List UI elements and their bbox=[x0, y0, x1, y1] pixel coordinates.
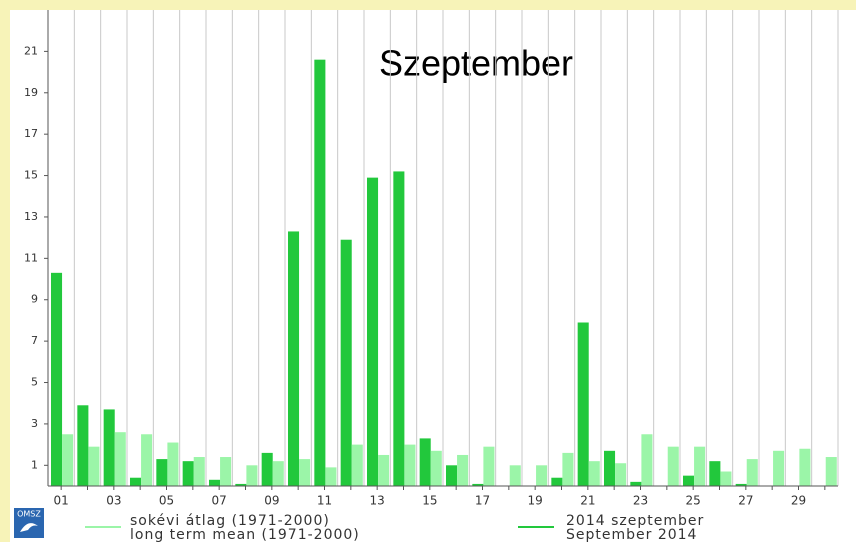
bar bbox=[694, 446, 706, 486]
x-tick-label: 11 bbox=[317, 494, 332, 508]
bar bbox=[562, 452, 574, 486]
bar bbox=[483, 446, 495, 486]
y-tick-label: 3 bbox=[31, 417, 38, 430]
x-tick-label: 01 bbox=[54, 494, 69, 508]
bar bbox=[720, 471, 732, 486]
x-tick-label: 23 bbox=[633, 494, 648, 508]
chart-title: Szeptember bbox=[379, 43, 573, 84]
bar bbox=[103, 409, 115, 486]
bar bbox=[604, 450, 616, 486]
bar bbox=[299, 459, 311, 486]
bar bbox=[235, 483, 247, 486]
bar bbox=[182, 461, 194, 486]
bar bbox=[509, 465, 521, 486]
bar bbox=[735, 483, 747, 486]
bar bbox=[641, 434, 653, 486]
bar bbox=[156, 459, 168, 486]
bar bbox=[472, 483, 484, 486]
bar bbox=[272, 461, 284, 486]
y-tick-label: 5 bbox=[31, 376, 38, 389]
x-tick-label: 15 bbox=[422, 494, 437, 508]
logo-icon bbox=[20, 523, 38, 532]
y-tick-label: 21 bbox=[24, 44, 38, 57]
bar bbox=[209, 479, 221, 486]
bar bbox=[615, 463, 627, 486]
y-tick-label: 13 bbox=[24, 210, 38, 223]
bar bbox=[536, 465, 548, 486]
logo-box bbox=[14, 508, 44, 538]
bar bbox=[114, 432, 126, 486]
bar bbox=[799, 448, 811, 486]
bar bbox=[246, 465, 258, 486]
legend-label: 2014 szeptember bbox=[566, 513, 704, 529]
bar bbox=[577, 322, 589, 486]
bar bbox=[367, 177, 379, 487]
bar bbox=[404, 444, 416, 486]
bar bbox=[288, 231, 300, 486]
x-tick-label: 29 bbox=[791, 494, 806, 508]
x-tick-label: 09 bbox=[264, 494, 279, 508]
bar bbox=[130, 477, 142, 486]
y-tick-label: 15 bbox=[24, 169, 38, 182]
x-tick-label: 19 bbox=[528, 494, 543, 508]
y-tick-label: 19 bbox=[24, 86, 38, 99]
bar bbox=[141, 434, 153, 486]
bar bbox=[351, 444, 363, 486]
x-tick-label: 27 bbox=[738, 494, 753, 508]
bar bbox=[709, 461, 721, 486]
bar bbox=[325, 467, 337, 486]
x-tick-label: 25 bbox=[686, 494, 701, 508]
y-tick-label: 1 bbox=[31, 458, 38, 471]
legend-label: sokévi átlag (1971-2000) bbox=[130, 513, 330, 529]
x-tick-label: 21 bbox=[580, 494, 595, 508]
x-tick-label: 17 bbox=[475, 494, 490, 508]
bar bbox=[393, 171, 405, 486]
y-tick-label: 7 bbox=[31, 334, 38, 347]
bar bbox=[457, 454, 469, 486]
bar bbox=[88, 446, 100, 486]
bar bbox=[62, 434, 74, 486]
y-tick-label: 11 bbox=[24, 251, 38, 264]
bar bbox=[314, 59, 326, 487]
bar bbox=[588, 461, 600, 486]
bar bbox=[340, 239, 352, 486]
bar bbox=[193, 457, 205, 486]
bar bbox=[51, 272, 63, 486]
x-tick-label: 05 bbox=[159, 494, 174, 508]
bar bbox=[667, 446, 679, 486]
bar bbox=[77, 405, 89, 486]
y-tick-label: 9 bbox=[31, 293, 38, 306]
x-tick-label: 03 bbox=[106, 494, 121, 508]
bar bbox=[773, 450, 785, 486]
y-tick-label: 17 bbox=[24, 127, 38, 140]
bar bbox=[167, 442, 179, 486]
bar bbox=[630, 481, 642, 486]
legend-label-en: long term mean (1971-2000) bbox=[130, 527, 360, 542]
bar bbox=[683, 475, 695, 486]
x-tick-label: 07 bbox=[212, 494, 227, 508]
bar bbox=[378, 454, 390, 486]
bar bbox=[419, 438, 431, 486]
logo-text: OMSZ bbox=[17, 510, 41, 519]
legend-label-en: September 2014 bbox=[566, 527, 697, 542]
bar bbox=[261, 452, 273, 486]
bar bbox=[446, 465, 458, 486]
x-tick-label: 13 bbox=[370, 494, 385, 508]
bar bbox=[825, 457, 837, 486]
bar bbox=[746, 459, 758, 486]
bar bbox=[430, 450, 442, 486]
bar bbox=[551, 477, 563, 486]
bar bbox=[220, 457, 232, 486]
